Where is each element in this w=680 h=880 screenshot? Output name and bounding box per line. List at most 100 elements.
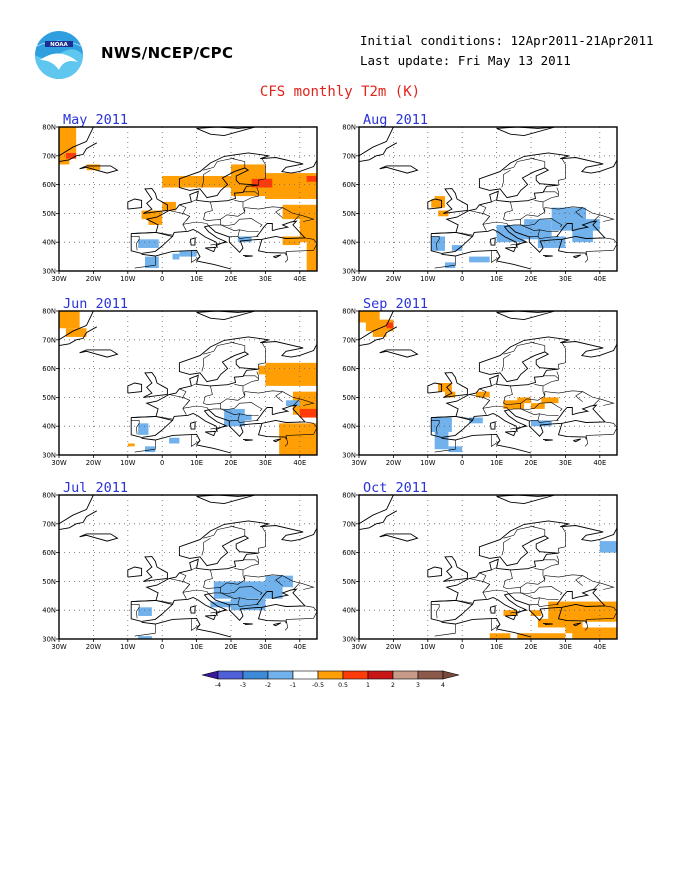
border-line xyxy=(169,578,191,599)
border-line xyxy=(520,586,563,596)
border-line xyxy=(220,402,263,412)
border-line xyxy=(543,191,559,195)
lon-tick-label: 20W xyxy=(386,643,402,651)
anomaly-shading xyxy=(489,541,617,639)
coastline xyxy=(273,254,282,259)
border-line xyxy=(486,216,490,221)
lat-tick-label: 30N xyxy=(42,268,56,276)
lat-tick-label: 60N xyxy=(342,549,356,557)
anomaly-cell xyxy=(537,236,566,248)
border-line xyxy=(539,229,559,232)
border-line xyxy=(244,390,301,407)
border-line xyxy=(220,218,263,228)
border-line xyxy=(243,375,259,379)
anomaly-cell xyxy=(145,446,156,453)
border-line xyxy=(275,575,283,586)
coastlines xyxy=(58,126,318,270)
coastlines xyxy=(358,494,618,638)
coastline xyxy=(256,223,273,237)
border-line xyxy=(520,402,563,412)
lat-tick-label: 70N xyxy=(42,336,56,344)
panel-title: Aug 2011 xyxy=(363,112,429,128)
coastline xyxy=(172,409,306,437)
anomaly-cell xyxy=(531,610,542,616)
lat-tick-label: 30N xyxy=(42,452,56,460)
colorbar-box xyxy=(217,670,244,680)
coastline xyxy=(573,438,582,443)
border-line xyxy=(544,206,601,223)
colorbar-label: -3 xyxy=(240,682,246,689)
border-line xyxy=(537,604,559,607)
border-line xyxy=(532,342,546,352)
coastline xyxy=(489,421,496,430)
map-frame xyxy=(58,310,318,456)
border-line xyxy=(179,572,187,583)
anomaly-cell xyxy=(179,250,197,257)
colorbar-box xyxy=(317,670,344,680)
border-line xyxy=(284,619,289,631)
border-line xyxy=(208,408,241,422)
anomaly-cell xyxy=(306,175,317,182)
anomaly-cell xyxy=(489,633,511,639)
lon-tick-label: 20W xyxy=(86,275,102,283)
coastline xyxy=(427,382,443,394)
coastline xyxy=(242,438,253,442)
graticule xyxy=(59,127,317,271)
anomaly-cell xyxy=(372,328,387,337)
lon-tick-label: 30W xyxy=(351,643,367,651)
border-line xyxy=(285,605,318,620)
colorbar-box xyxy=(417,670,444,680)
panel-title: Sep 2011 xyxy=(363,296,429,312)
lat-tick-label: 40N xyxy=(42,423,56,431)
colorbar-label: -2 xyxy=(265,682,271,689)
coastline xyxy=(556,407,573,421)
anomaly-cell xyxy=(231,598,266,611)
border-line xyxy=(155,416,173,420)
coastline xyxy=(496,126,556,137)
lat-tick-label: 30N xyxy=(342,636,356,644)
colorbar-label: -0.5 xyxy=(312,682,324,689)
anomaly-cell xyxy=(237,236,252,243)
coastline xyxy=(572,220,606,239)
border-line xyxy=(482,405,509,410)
lon-tick-label: 40E xyxy=(593,275,606,283)
lon-tick-label: 10W xyxy=(120,275,136,283)
coastline xyxy=(496,310,556,321)
colorbar-label: -1 xyxy=(290,682,296,689)
coastline xyxy=(431,152,618,235)
border-line xyxy=(284,251,289,263)
lat-tick-label: 70N xyxy=(342,520,356,528)
anomaly-cell xyxy=(469,417,483,424)
map-panel-jul: Jul 2011 30W 20W 10W 0 10E 20E 30E 40E 30N 40N 50N… xyxy=(42,480,359,665)
coastline xyxy=(441,617,532,638)
coastline xyxy=(131,520,318,603)
colorbar-label: 2 xyxy=(391,682,395,689)
border-line xyxy=(244,574,301,591)
map-svg: 30W 20W 10W 0 10E 20E 30E 40E 30N 40N 50N 60N 70N 80N xyxy=(42,308,318,467)
panel-title: Oct 2011 xyxy=(363,480,429,496)
anomaly-cell xyxy=(162,175,231,188)
lat-tick-label: 70N xyxy=(42,520,56,528)
lat-tick-label: 60N xyxy=(342,181,356,189)
coastline xyxy=(441,433,532,454)
border-line xyxy=(599,214,615,222)
anomaly-cell xyxy=(531,420,552,427)
coastline xyxy=(58,126,94,157)
coastline xyxy=(257,423,287,440)
border-line xyxy=(242,555,259,571)
border-line xyxy=(508,224,541,238)
coastline xyxy=(196,310,256,321)
coastline xyxy=(358,510,398,531)
border-line xyxy=(479,572,487,583)
border-line xyxy=(455,416,473,420)
colorbar-boxes xyxy=(201,670,460,680)
coastline xyxy=(79,165,119,174)
coastline xyxy=(189,421,196,430)
lat-tick-label: 80N xyxy=(342,124,356,132)
border-line xyxy=(537,420,559,423)
border-line xyxy=(134,440,156,453)
border-line xyxy=(203,200,246,221)
coastline xyxy=(379,349,419,358)
border-line xyxy=(503,157,535,171)
border-line xyxy=(491,250,501,263)
